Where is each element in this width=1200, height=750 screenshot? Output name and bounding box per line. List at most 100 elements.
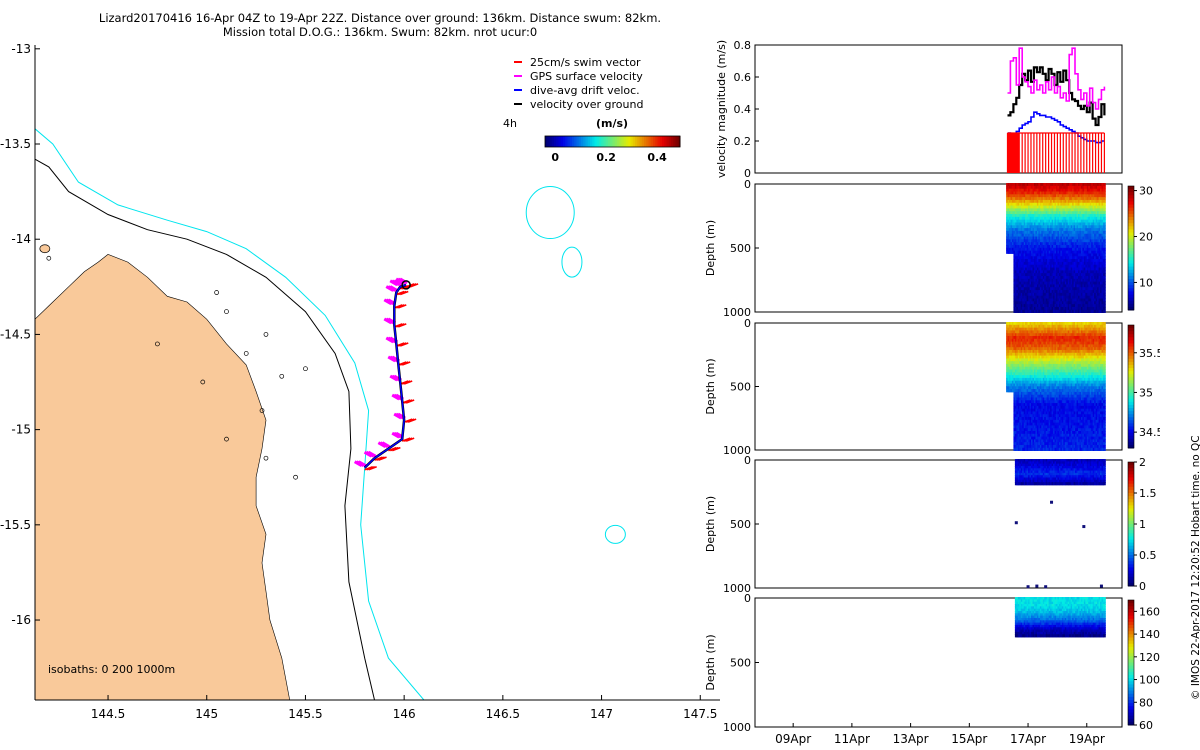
data-cell — [1054, 185, 1058, 190]
data-cell — [1025, 244, 1028, 249]
data-cell — [1097, 244, 1100, 249]
data-cell — [1050, 375, 1053, 379]
data-cell — [1101, 261, 1105, 266]
data-cell — [1010, 355, 1014, 359]
data-cell — [1088, 194, 1092, 198]
data-cell — [1026, 244, 1030, 249]
data-cell — [1023, 281, 1027, 285]
data-cell — [1053, 433, 1056, 437]
data-cell — [1020, 267, 1024, 271]
data-cell — [1048, 259, 1052, 263]
data-cell — [1050, 270, 1053, 274]
data-cell — [1075, 219, 1078, 223]
data-cell — [1061, 236, 1065, 240]
data-cell — [1048, 344, 1052, 348]
data-cell — [1006, 197, 1009, 201]
data-cell — [1056, 264, 1059, 268]
data-cell — [1036, 447, 1040, 451]
data-cell — [1086, 250, 1090, 254]
data-cell — [1028, 358, 1031, 362]
data-cell — [1031, 394, 1034, 398]
data-cell — [1092, 228, 1096, 232]
data-cell — [1044, 273, 1048, 277]
data-cell — [1079, 188, 1083, 192]
data-cell — [1069, 185, 1073, 190]
data-cell — [1050, 383, 1053, 387]
data-cell — [1006, 247, 1009, 252]
data-cell — [1007, 338, 1011, 342]
data-cell — [1088, 216, 1092, 221]
velocity-axes — [754, 44, 1123, 174]
data-cell — [1033, 417, 1037, 421]
data-cell — [1016, 411, 1020, 415]
data-cell — [1041, 442, 1045, 446]
data-cell — [1036, 419, 1040, 424]
data-cell — [1038, 261, 1042, 266]
data-cell — [1047, 405, 1050, 410]
data-cell — [1064, 256, 1068, 260]
data-cell — [1031, 304, 1034, 308]
data-cell — [1022, 425, 1026, 429]
data-cell — [1051, 375, 1055, 379]
data-cell — [1086, 275, 1090, 280]
data-cell — [1019, 389, 1023, 393]
data-cell — [1053, 197, 1056, 201]
data-cell — [1089, 290, 1093, 294]
data-cell — [1020, 394, 1024, 398]
data-cell — [1086, 230, 1090, 235]
data-cell — [1060, 211, 1064, 215]
data-cell — [1053, 349, 1056, 354]
data-cell — [1047, 414, 1050, 418]
data-cell — [1032, 400, 1036, 404]
data-cell — [1089, 298, 1093, 302]
data-cell — [1042, 259, 1046, 263]
data-cell — [1028, 306, 1031, 311]
data-cell — [1100, 211, 1103, 215]
data-cell — [1006, 338, 1009, 342]
data-cell — [1014, 403, 1018, 407]
data-cell — [1050, 330, 1053, 334]
data-cell — [1044, 216, 1048, 221]
data-cell — [1039, 197, 1043, 201]
data-cell — [1022, 349, 1026, 354]
data-cell — [1007, 250, 1011, 254]
data-cell — [1057, 275, 1061, 280]
data-cell — [1036, 341, 1040, 345]
data-cell — [1029, 338, 1033, 342]
data-cell — [1026, 411, 1030, 415]
data-cell — [1054, 363, 1058, 368]
data-cell — [1060, 202, 1064, 206]
data-cell — [1047, 304, 1050, 308]
data-cell — [1028, 344, 1031, 348]
data-cell — [1041, 344, 1045, 348]
data-cell — [1097, 304, 1100, 308]
data-cell — [1039, 324, 1043, 329]
data-cell — [1051, 361, 1055, 365]
data-cell — [1039, 199, 1043, 204]
data-cell — [1070, 309, 1074, 313]
data-cell — [1061, 372, 1065, 376]
data-cell — [1028, 298, 1031, 302]
data-cell — [1041, 239, 1045, 243]
data-cell — [1031, 355, 1034, 359]
data-cell — [1050, 344, 1053, 348]
data-cell — [1035, 322, 1039, 326]
data-cell — [1019, 363, 1023, 368]
data-cell — [1009, 358, 1012, 362]
data-cell — [1067, 183, 1071, 187]
data-cell — [1053, 202, 1056, 206]
data-cell — [1010, 358, 1014, 362]
data-cell — [1061, 216, 1065, 221]
colorbar-frame — [1127, 185, 1135, 311]
data-cell — [1009, 386, 1012, 390]
data-cell — [1080, 304, 1084, 308]
data-cell — [1029, 270, 1033, 274]
data-cell — [1014, 352, 1018, 356]
data-cell — [1088, 309, 1092, 313]
data-cell — [1036, 298, 1040, 302]
data-cell — [1060, 433, 1064, 437]
data-cell — [1033, 386, 1037, 390]
data-cell — [1053, 256, 1056, 260]
data-cell — [1016, 363, 1020, 368]
data-cell — [1092, 244, 1096, 249]
